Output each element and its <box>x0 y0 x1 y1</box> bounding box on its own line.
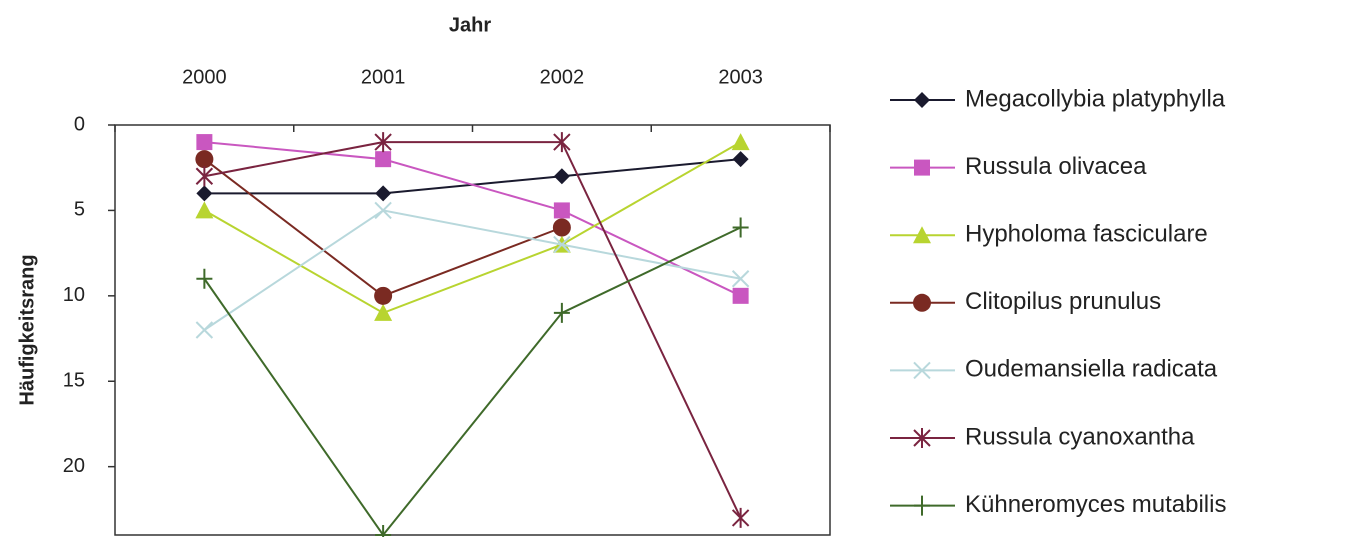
data-point <box>553 302 570 323</box>
plot-frame <box>114 124 831 536</box>
legend-marker <box>914 495 930 516</box>
data-point <box>375 525 392 537</box>
y-axis-title: Häufigkeitsrang <box>16 254 38 405</box>
legend-label: Russula olivacea <box>965 153 1147 180</box>
data-point <box>196 185 213 202</box>
data-point <box>553 235 571 254</box>
data-point <box>195 150 214 169</box>
legend-label: Hypholoma fasciculare <box>965 221 1208 248</box>
data-point <box>732 151 749 168</box>
data-point <box>195 166 214 187</box>
x-tick-label: 2003 <box>718 66 763 88</box>
series-line <box>203 209 741 331</box>
y-tick-label: 10 <box>63 284 85 306</box>
legend-marker <box>913 226 931 244</box>
data-point <box>731 270 750 288</box>
y-tick-label: 5 <box>74 199 85 221</box>
data-point <box>374 303 393 321</box>
data-point <box>552 218 571 237</box>
data-point <box>553 168 570 185</box>
legend-label: Kühneromyces mutabilis <box>965 491 1226 518</box>
data-point <box>374 132 392 153</box>
legend-label: Russula cyanoxantha <box>965 423 1195 450</box>
data-point <box>374 286 393 305</box>
data-point <box>731 133 750 151</box>
legend-marker <box>914 92 930 108</box>
data-point <box>731 507 750 528</box>
y-tick-label: 20 <box>63 455 85 477</box>
data-point <box>732 217 749 238</box>
series-line <box>204 141 742 297</box>
data-point <box>375 185 392 202</box>
data-point <box>196 134 213 151</box>
data-point <box>375 151 392 168</box>
legend-marker <box>913 293 931 312</box>
data-point <box>732 287 749 304</box>
y-tick-label: 15 <box>63 370 85 392</box>
data-point <box>553 132 571 153</box>
series-line <box>203 226 742 537</box>
data-point <box>374 201 392 220</box>
data-point <box>196 268 213 289</box>
series-line <box>204 141 742 519</box>
data-point <box>195 321 214 339</box>
x-tick-label: 2000 <box>182 66 227 88</box>
legend-marker <box>913 361 931 380</box>
series-line <box>203 158 563 297</box>
data-point <box>553 202 570 219</box>
x-tick-label: 2001 <box>361 66 406 88</box>
legend-marker <box>913 428 931 448</box>
series-line <box>203 141 742 315</box>
legend-label: Oudemansiella radicata <box>965 356 1218 383</box>
x-axis-title: Jahr <box>449 14 491 36</box>
legend-label: Clitopilus prunulus <box>965 288 1161 315</box>
legend-marker <box>914 159 930 176</box>
x-tick-label: 2002 <box>540 66 585 88</box>
data-point <box>195 201 214 219</box>
legend-label: Megacollybia platyphylla <box>965 85 1226 112</box>
y-tick-label: 0 <box>74 113 85 135</box>
